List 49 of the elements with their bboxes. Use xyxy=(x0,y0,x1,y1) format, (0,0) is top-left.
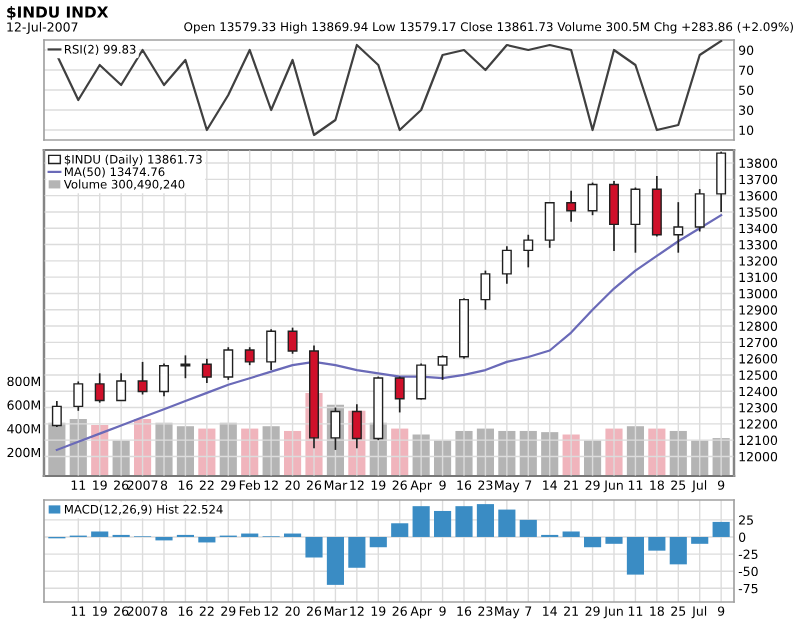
bar xyxy=(434,510,452,537)
candlestick xyxy=(609,180,619,252)
bar xyxy=(326,536,344,585)
candlestick xyxy=(94,372,105,404)
bar xyxy=(648,536,666,551)
bar xyxy=(305,536,323,558)
candlestick xyxy=(566,189,577,223)
bar xyxy=(584,536,602,548)
bar xyxy=(476,504,494,537)
bar xyxy=(669,536,687,565)
candlestick xyxy=(223,346,234,381)
candlestick xyxy=(651,175,662,238)
candlestick xyxy=(51,400,62,428)
bar xyxy=(391,523,409,537)
candlestick xyxy=(116,372,127,402)
bar xyxy=(369,536,387,548)
candlestick xyxy=(394,375,405,414)
bar xyxy=(348,536,366,568)
bar xyxy=(91,531,109,537)
candlestick xyxy=(159,362,169,397)
bar xyxy=(712,521,730,537)
candlestick xyxy=(266,328,277,371)
candlestick xyxy=(673,201,684,254)
candlestick xyxy=(437,354,448,381)
bar xyxy=(626,536,644,575)
candlestick xyxy=(330,406,341,451)
line-series xyxy=(55,40,723,137)
candlestick xyxy=(137,361,148,396)
candlestick xyxy=(630,186,641,254)
bar xyxy=(412,506,430,537)
bar xyxy=(562,531,580,537)
bar xyxy=(198,536,216,543)
candlestick xyxy=(351,403,362,450)
bar xyxy=(605,536,623,544)
candlestick xyxy=(544,201,555,249)
candlestick xyxy=(180,354,191,380)
candlestick xyxy=(694,188,705,233)
candlestick xyxy=(716,150,727,213)
candlestick xyxy=(201,357,212,384)
candlestick xyxy=(501,245,512,285)
candlestick xyxy=(587,181,598,217)
candlestick xyxy=(480,269,491,311)
candlestick xyxy=(287,326,298,355)
bar xyxy=(519,519,537,537)
bar xyxy=(691,536,709,544)
candlestick xyxy=(73,380,84,412)
bar xyxy=(498,509,516,537)
candlestick xyxy=(523,233,534,269)
bar xyxy=(455,506,473,537)
